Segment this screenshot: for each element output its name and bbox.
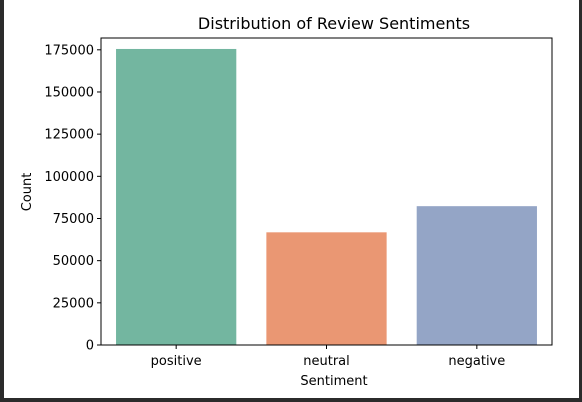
x-axis: positive neutral negative bbox=[151, 345, 505, 369]
bar-negative bbox=[416, 206, 537, 345]
bar-chart: Distribution of Review Sentiments 0 25000… bbox=[20, 14, 553, 389]
y-tick-label: 50000 bbox=[53, 254, 94, 269]
y-tick-label: 100000 bbox=[44, 170, 94, 185]
bar-neutral bbox=[266, 232, 387, 345]
y-tick-label: 75000 bbox=[53, 212, 94, 227]
y-axis: 0 25000 50000 75000 100000 125000 150000 175000 bbox=[44, 43, 101, 354]
chart-title: Distribution of Review Sentiments bbox=[198, 14, 470, 33]
x-axis-label: Sentiment bbox=[300, 374, 367, 389]
y-tick-label: 150000 bbox=[44, 85, 94, 100]
figure: Distribution of Review Sentiments 0 25000… bbox=[4, 0, 579, 398]
x-tick-label: positive bbox=[151, 354, 202, 369]
y-tick-label: 0 bbox=[86, 339, 94, 354]
y-axis-label: Count bbox=[20, 173, 35, 212]
x-tick-label: neutral bbox=[303, 354, 350, 369]
y-tick-label: 25000 bbox=[53, 296, 94, 311]
x-tick-label: negative bbox=[448, 354, 505, 369]
bar-positive bbox=[116, 48, 237, 345]
y-tick-label: 125000 bbox=[44, 128, 94, 143]
y-tick-label: 175000 bbox=[44, 43, 94, 58]
bars-group bbox=[116, 48, 537, 345]
